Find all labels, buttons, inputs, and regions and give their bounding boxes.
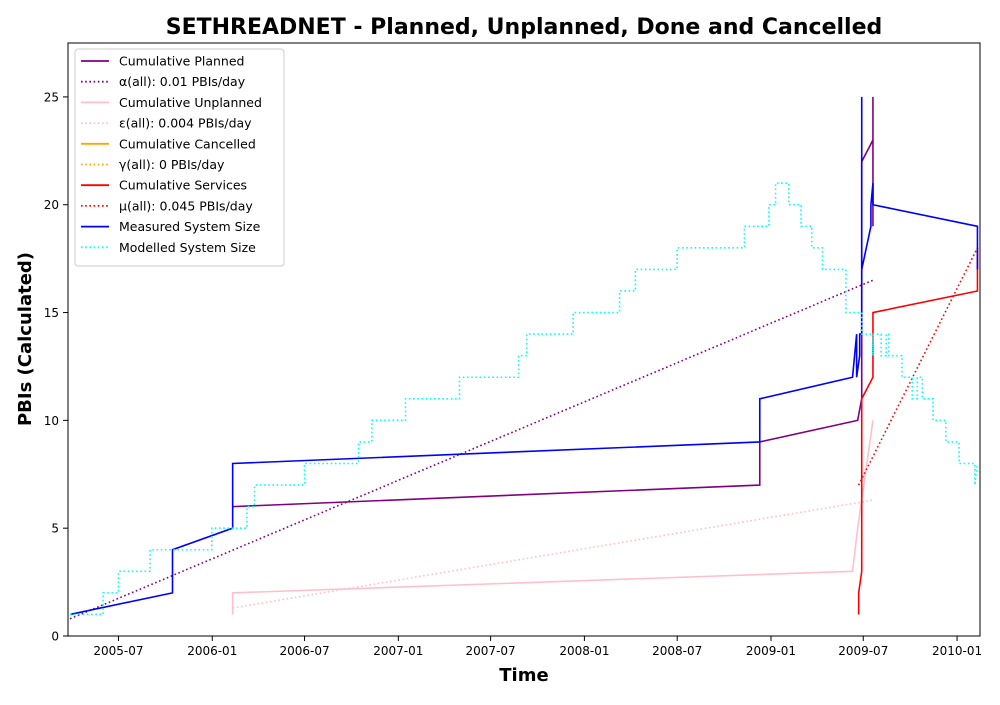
x-tick-label: 2009-07 <box>838 644 888 658</box>
series-line-all-0-045-pbis-day <box>857 247 979 486</box>
x-tick-label: 2005-07 <box>93 644 143 658</box>
legend-label: γ(all): 0 PBIs/day <box>119 157 225 172</box>
series-layer <box>69 96 979 620</box>
legend-label: Modelled System Size <box>119 240 256 255</box>
legend-box <box>74 48 285 267</box>
legend-label: ε(all): 0.004 PBIs/day <box>119 116 252 131</box>
series-line-cumulative-services <box>857 247 979 615</box>
legend-label: Cumulative Services <box>119 178 247 193</box>
legend: Cumulative Planned α(all): 0.01 PBIs/day C… <box>74 48 285 267</box>
y-tick-label: 5 <box>51 522 59 536</box>
legend-label: Cumulative Unplanned <box>119 95 262 110</box>
series-line-cumulative-unplanned <box>231 420 874 615</box>
x-tick-label: 2007-07 <box>466 644 516 658</box>
y-tick-label: 0 <box>51 630 59 644</box>
x-tick-label: 2006-01 <box>187 644 237 658</box>
x-tick-label: 2008-01 <box>559 644 609 658</box>
y-tick-label: 10 <box>44 414 59 428</box>
x-axis-label: Time <box>499 665 548 686</box>
x-tick-label: 2010-01 <box>932 644 982 658</box>
y-axis-ticks: 0 5 10 15 20 25 <box>44 90 68 644</box>
y-tick-label: 20 <box>44 198 59 212</box>
series-line-all-0-01-pbis-day <box>69 279 874 620</box>
series-line-cumulative-planned <box>232 96 874 508</box>
plot-frame <box>67 42 981 637</box>
legend-label: Cumulative Planned <box>119 54 244 69</box>
y-tick-label: 25 <box>44 90 59 104</box>
legend-label: Cumulative Cancelled <box>119 136 256 151</box>
legend-label: Measured System Size <box>119 219 261 234</box>
x-tick-label: 2009-01 <box>746 644 796 658</box>
x-tick-label: 2008-07 <box>652 644 702 658</box>
x-axis-ticks: 2005-07 2006-01 2006-07 2007-01 2007-07 2008-… <box>93 636 982 658</box>
x-tick-label: 2006-07 <box>279 644 329 658</box>
legend-label: μ(all): 0.045 PBIs/day <box>119 198 253 213</box>
y-axis-label: PBIs (Calculated) <box>15 252 36 426</box>
y-tick-label: 15 <box>44 306 59 320</box>
series-line-measured-system-size <box>69 96 979 616</box>
chart-title: SETHREADNET - Planned, Unplanned, Done a… <box>166 15 883 40</box>
legend-label: α(all): 0.01 PBIs/day <box>119 74 246 89</box>
series-line-modelled-system-size <box>70 182 979 616</box>
series-line-all-0-004-pbis-day <box>232 499 874 609</box>
x-tick-label: 2007-01 <box>373 644 423 658</box>
